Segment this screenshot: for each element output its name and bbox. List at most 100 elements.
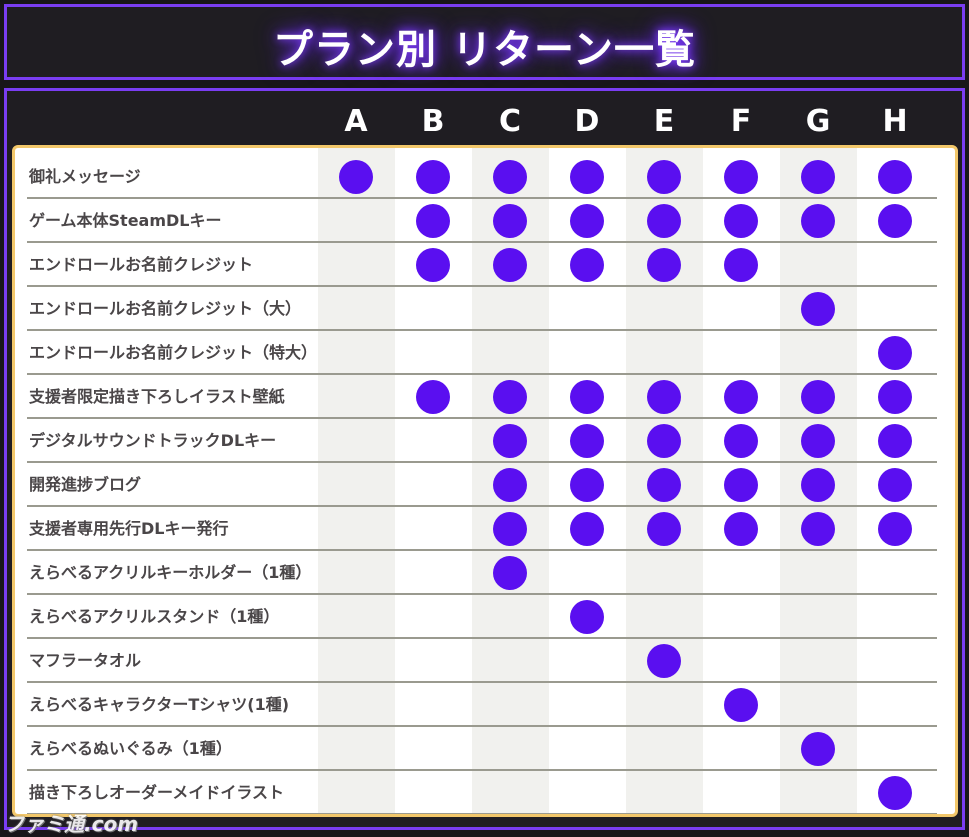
- table-row: マフラータオル: [15, 639, 937, 683]
- table-row: 支援者限定描き下ろしイラスト壁紙: [15, 375, 937, 419]
- included-dot-b: [416, 380, 450, 414]
- watermark-logo: ファミ通.com: [4, 812, 139, 836]
- included-dot-g: [801, 512, 835, 546]
- included-dot-c: [493, 204, 527, 238]
- included-dot-f: [724, 160, 758, 194]
- included-dot-d: [570, 468, 604, 502]
- title-bar: プラン別 リターン一覧: [4, 4, 965, 80]
- included-dot-f: [724, 424, 758, 458]
- table-row: エンドロールお名前クレジット: [15, 243, 937, 287]
- plan-header-a: A: [344, 104, 368, 139]
- included-dot-b: [416, 248, 450, 282]
- plan-header-b: B: [421, 104, 445, 139]
- table-row: えらべるぬいぐるみ（1種）: [15, 727, 937, 771]
- table-row: デジタルサウンドトラックDLキー: [15, 419, 937, 463]
- included-dot-e: [647, 424, 681, 458]
- table-row: エンドロールお名前クレジット（大）: [15, 287, 937, 331]
- table-row: 御礼メッセージ: [15, 155, 937, 199]
- plan-header-d: D: [574, 104, 600, 139]
- table-row: ゲーム本体SteamDLキー: [15, 199, 937, 243]
- return-item-label: デジタルサウンドトラックDLキー: [29, 431, 277, 450]
- return-item-label: ゲーム本体SteamDLキー: [29, 211, 222, 230]
- included-dot-f: [724, 248, 758, 282]
- page-title: プラン別 リターン一覧: [273, 27, 696, 73]
- return-item-label: 御礼メッセージ: [29, 167, 141, 186]
- table-row: えらべるアクリルキーホルダー（1種）: [15, 551, 937, 595]
- included-dot-g: [801, 380, 835, 414]
- plan-header-e: E: [653, 104, 675, 139]
- included-dot-f: [724, 512, 758, 546]
- included-dot-d: [570, 248, 604, 282]
- column-stripe: [318, 148, 395, 814]
- return-item-label: えらべるアクリルキーホルダー（1種）: [29, 563, 312, 582]
- included-dot-h: [878, 512, 912, 546]
- included-dot-d: [570, 204, 604, 238]
- return-item-label: 開発進捗ブログ: [29, 475, 142, 494]
- return-item-label: 描き下ろしオーダーメイドイラスト: [29, 783, 285, 802]
- row-divider: [27, 373, 937, 375]
- table-row: えらべるキャラクターTシャツ(1種): [15, 683, 937, 727]
- return-item-label: エンドロールお名前クレジット（大）: [29, 299, 302, 318]
- included-dot-g: [801, 160, 835, 194]
- included-dot-d: [570, 600, 604, 634]
- included-dot-h: [878, 336, 912, 370]
- row-divider: [27, 505, 937, 507]
- included-dot-c: [493, 424, 527, 458]
- return-item-label: マフラータオル: [29, 651, 142, 670]
- return-item-label: 支援者専用先行DLキー発行: [29, 519, 229, 538]
- included-dot-d: [570, 512, 604, 546]
- included-dot-h: [878, 776, 912, 810]
- included-dot-h: [878, 380, 912, 414]
- return-item-label: えらべるぬいぐるみ（1種）: [29, 739, 232, 758]
- table-row: えらべるアクリルスタンド（1種）: [15, 595, 937, 639]
- included-dot-e: [647, 380, 681, 414]
- included-dot-f: [724, 468, 758, 502]
- return-item-label: えらべるキャラクターTシャツ(1種): [29, 695, 290, 714]
- plan-header-f: F: [730, 104, 752, 139]
- row-divider: [27, 593, 937, 595]
- plan-header-c: C: [498, 104, 522, 139]
- row-divider: [27, 725, 937, 727]
- included-dot-d: [570, 424, 604, 458]
- included-dot-d: [570, 380, 604, 414]
- included-dot-g: [801, 292, 835, 326]
- row-divider: [27, 813, 937, 814]
- included-dot-c: [493, 468, 527, 502]
- row-divider: [27, 549, 937, 551]
- included-dot-c: [493, 512, 527, 546]
- included-dot-f: [724, 204, 758, 238]
- included-dot-c: [493, 248, 527, 282]
- return-item-label: エンドロールお名前クレジット: [29, 255, 254, 274]
- row-divider: [27, 197, 937, 199]
- included-dot-h: [878, 424, 912, 458]
- included-dot-e: [647, 204, 681, 238]
- plan-header-g: G: [805, 104, 831, 139]
- table-row: 開発進捗ブログ: [15, 463, 937, 507]
- included-dot-e: [647, 468, 681, 502]
- return-item-label: エンドロールお名前クレジット（特大）: [29, 343, 318, 362]
- included-dot-e: [647, 160, 681, 194]
- included-dot-d: [570, 160, 604, 194]
- row-divider: [27, 769, 937, 771]
- included-dot-f: [724, 380, 758, 414]
- table-row: エンドロールお名前クレジット（特大）: [15, 331, 937, 375]
- row-divider: [27, 417, 937, 419]
- included-dot-e: [647, 644, 681, 678]
- included-dot-e: [647, 248, 681, 282]
- return-item-label: えらべるアクリルスタンド（1種）: [29, 607, 280, 626]
- row-divider: [27, 329, 937, 331]
- included-dot-b: [416, 160, 450, 194]
- included-dot-c: [493, 160, 527, 194]
- row-divider: [27, 285, 937, 287]
- included-dot-h: [878, 160, 912, 194]
- included-dot-f: [724, 688, 758, 722]
- included-dot-h: [878, 468, 912, 502]
- row-divider: [27, 241, 937, 243]
- included-dot-a: [339, 160, 373, 194]
- included-dot-g: [801, 468, 835, 502]
- included-dot-b: [416, 204, 450, 238]
- included-dot-c: [493, 380, 527, 414]
- row-divider: [27, 681, 937, 683]
- returns-table: 御礼メッセージゲーム本体SteamDLキーエンドロールお名前クレジットエンドロー…: [12, 145, 958, 817]
